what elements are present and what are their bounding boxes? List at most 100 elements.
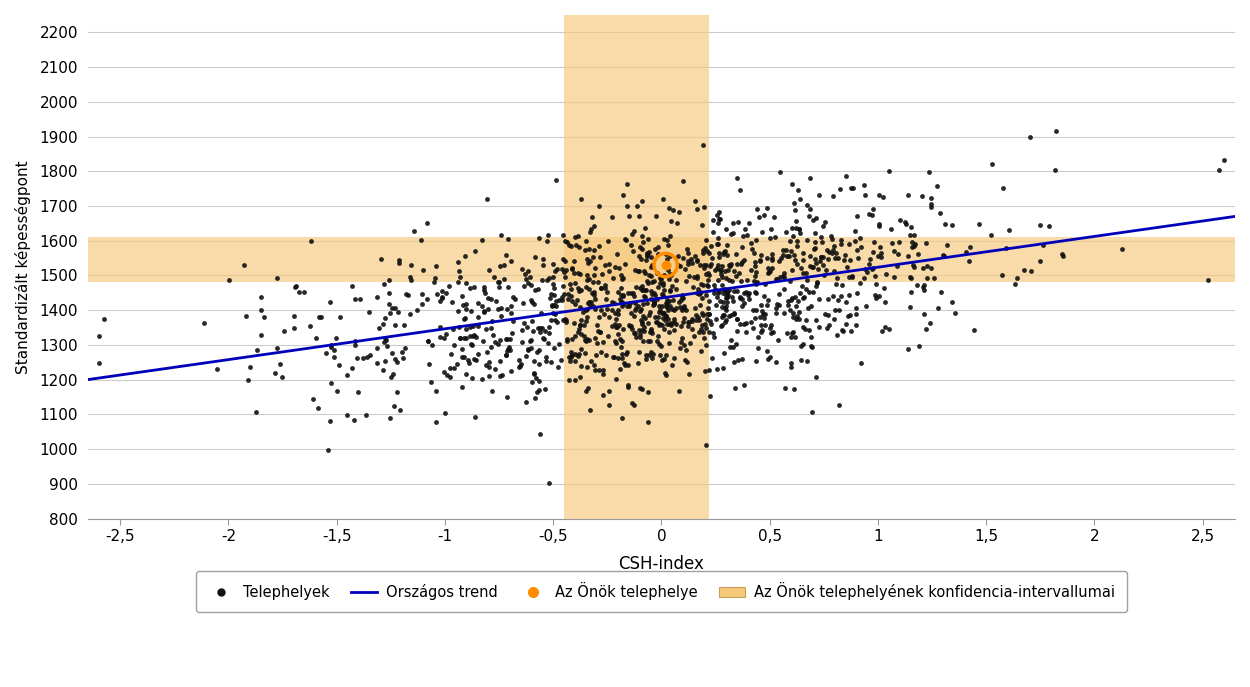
Point bbox=[660, 284, 680, 295]
Point bbox=[426, 260, 446, 271]
Point bbox=[672, 175, 692, 186]
Point bbox=[489, 276, 509, 287]
Point bbox=[750, 255, 770, 266]
Point bbox=[662, 360, 682, 371]
Point bbox=[490, 229, 510, 240]
Point bbox=[674, 339, 694, 350]
Point bbox=[455, 313, 475, 324]
Point bbox=[869, 190, 889, 201]
Point bbox=[530, 429, 550, 440]
Point bbox=[611, 282, 631, 293]
Point bbox=[448, 359, 468, 370]
Point bbox=[570, 371, 590, 382]
Point bbox=[366, 357, 386, 368]
Point bbox=[521, 343, 541, 354]
Point bbox=[745, 271, 765, 282]
Point bbox=[529, 344, 549, 355]
Point bbox=[320, 416, 340, 427]
Point bbox=[619, 379, 639, 390]
Point bbox=[610, 334, 630, 345]
Point bbox=[641, 286, 661, 297]
Point bbox=[750, 312, 770, 323]
Point bbox=[590, 251, 610, 262]
Point bbox=[656, 254, 676, 265]
Point bbox=[622, 397, 642, 408]
Point bbox=[693, 219, 712, 230]
Point bbox=[635, 268, 655, 279]
Point bbox=[565, 330, 585, 341]
Point bbox=[580, 227, 600, 238]
Point bbox=[654, 354, 674, 365]
Point bbox=[496, 249, 516, 260]
Point bbox=[456, 278, 476, 289]
Point bbox=[430, 322, 450, 333]
Point bbox=[641, 328, 661, 339]
Point bbox=[693, 245, 712, 256]
Point bbox=[899, 190, 919, 201]
Point bbox=[700, 260, 720, 271]
Point bbox=[375, 313, 395, 324]
Point bbox=[479, 361, 499, 372]
Point bbox=[711, 264, 731, 275]
Point bbox=[679, 270, 699, 281]
Point bbox=[660, 251, 680, 262]
Point bbox=[530, 326, 550, 337]
Point bbox=[664, 294, 684, 305]
Point bbox=[706, 313, 726, 324]
Point bbox=[788, 311, 808, 322]
Point bbox=[656, 319, 676, 330]
Point bbox=[581, 287, 601, 298]
Point bbox=[496, 333, 516, 344]
Point bbox=[345, 335, 365, 346]
Point bbox=[521, 280, 541, 291]
Point bbox=[1051, 248, 1071, 259]
Point bbox=[612, 289, 632, 300]
Point bbox=[621, 239, 641, 250]
Point bbox=[726, 339, 746, 350]
Point bbox=[778, 327, 798, 338]
Point bbox=[570, 319, 590, 330]
Point bbox=[780, 304, 800, 315]
Point bbox=[716, 300, 736, 311]
Point bbox=[785, 383, 805, 394]
Point bbox=[814, 269, 834, 280]
Point bbox=[400, 271, 420, 282]
Point bbox=[824, 240, 844, 251]
Point bbox=[748, 276, 768, 287]
Point bbox=[411, 234, 431, 245]
Point bbox=[675, 354, 695, 365]
Point bbox=[745, 313, 765, 324]
Point bbox=[649, 307, 669, 318]
Point bbox=[378, 340, 398, 351]
Point bbox=[294, 286, 314, 297]
Point bbox=[380, 372, 400, 383]
Point bbox=[234, 260, 254, 271]
Point bbox=[560, 279, 580, 290]
Point bbox=[488, 303, 508, 314]
Point bbox=[1045, 125, 1065, 136]
Point bbox=[716, 289, 736, 300]
Point bbox=[867, 251, 887, 262]
Point bbox=[618, 347, 638, 358]
Point bbox=[388, 387, 408, 398]
Point bbox=[369, 322, 389, 333]
Point bbox=[818, 293, 838, 304]
Point bbox=[696, 259, 716, 270]
Point bbox=[609, 319, 629, 330]
Point bbox=[785, 332, 805, 343]
Point bbox=[631, 315, 651, 326]
Point bbox=[739, 287, 759, 298]
Point bbox=[748, 342, 768, 353]
Point bbox=[840, 183, 860, 194]
Point bbox=[570, 320, 590, 331]
Point bbox=[450, 271, 470, 282]
Point bbox=[711, 272, 731, 283]
Point bbox=[638, 318, 658, 329]
Point bbox=[816, 244, 836, 255]
Point bbox=[630, 382, 650, 393]
Point bbox=[629, 266, 649, 277]
Point bbox=[426, 385, 446, 396]
Point bbox=[858, 267, 878, 278]
Point bbox=[584, 269, 604, 280]
Point bbox=[575, 335, 595, 346]
